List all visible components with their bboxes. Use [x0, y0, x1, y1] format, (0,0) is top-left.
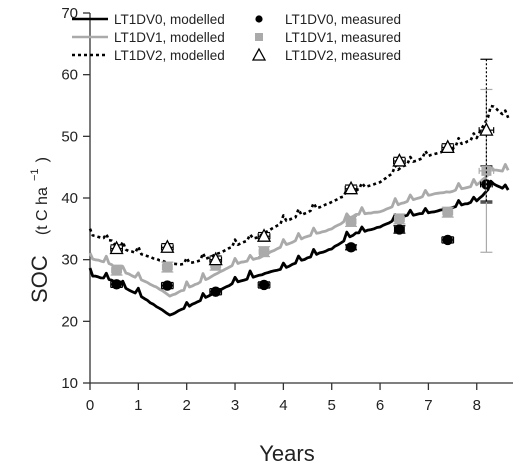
y-tick-label-60: 60: [61, 67, 78, 84]
measured-point-3-1: [160, 280, 174, 291]
x-tick-label-1: 1: [134, 397, 142, 414]
x-tick-label-4: 4: [279, 397, 287, 414]
measured-point-3-5: [393, 224, 406, 235]
measured-point-4-3: [258, 246, 271, 258]
measured-points: [109, 58, 495, 297]
marker-square: [346, 216, 357, 227]
series-line-2: [88, 104, 510, 266]
series-line-0: [88, 179, 510, 317]
x-tick-label-2: 2: [183, 397, 191, 414]
marker-triangle: [109, 240, 124, 255]
y-tick-label-40: 40: [61, 190, 78, 207]
marker-square: [259, 246, 270, 257]
marker-circle: [258, 279, 270, 291]
legend-label-measured-1: LT1DV1, measured: [285, 30, 401, 45]
marker-square: [394, 213, 405, 224]
measured-point-3-0: [110, 279, 123, 290]
measured-point-4-6: [441, 206, 454, 218]
marker-circle: [345, 242, 357, 253]
marker-circle: [442, 234, 453, 246]
y-tick-label-20: 20: [61, 313, 78, 330]
legend: LT1DV0, modelled LT1DV1, modelled LT1DV2, …: [72, 12, 401, 63]
marker-square: [111, 265, 122, 276]
marker-triangle: [392, 152, 407, 167]
measured-point-4-7: [478, 88, 495, 253]
marker-circle: [210, 286, 221, 297]
marker-triangle: [160, 239, 175, 253]
measured-point-5-2: [208, 251, 223, 266]
y-tick-label-10: 10: [61, 375, 78, 392]
legend-label-measured-0: LT1DV0, measured: [285, 12, 401, 27]
legend-marker-1: [255, 33, 263, 41]
marker-triangle: [343, 180, 359, 195]
marker-triangle: [440, 139, 455, 154]
y-axis-title-unit-exponent: −1: [29, 168, 41, 181]
marker-circle: [111, 279, 122, 290]
legend-label-modelled-0: LT1DV0, modelled: [114, 12, 225, 27]
x-tick-label-3: 3: [231, 397, 239, 414]
x-tick-label-6: 6: [376, 397, 384, 414]
marker-square: [162, 262, 173, 273]
legend-label-measured-2: LT1DV2, measured: [285, 48, 401, 63]
measured-point-5-6: [440, 139, 455, 154]
legend-square: [255, 33, 263, 41]
marker-triangle: [208, 251, 223, 266]
marker-circle: [162, 280, 173, 291]
legend-triangle: [251, 47, 267, 61]
x-tick-label-8: 8: [473, 397, 481, 414]
marker-circle: [394, 224, 405, 235]
measured-point-4-1: [161, 261, 174, 273]
y-tick-label-50: 50: [61, 128, 78, 145]
y-axis-title: SOC (t C ha −1 ): [18, 157, 52, 303]
marker-square: [481, 165, 492, 176]
x-tick-label-7: 7: [424, 397, 432, 414]
y-tick-label-30: 30: [61, 252, 78, 269]
legend-label-modelled-1: LT1DV1, modelled: [114, 30, 225, 45]
y-axis-title-quantity: SOC: [27, 255, 52, 303]
measured-point-3-2: [209, 286, 223, 297]
measured-point-4-4: [345, 215, 358, 227]
measured-point-5-3: [256, 228, 272, 242]
x-tick-label-5: 5: [328, 397, 336, 414]
measured-point-5-0: [109, 240, 124, 255]
marker-triangle: [256, 228, 272, 242]
measured-point-3-4: [345, 242, 358, 253]
series-lines: [88, 104, 510, 317]
measured-point-4-0: [110, 264, 123, 276]
y-axis-title-unit-close: ): [34, 157, 51, 162]
legend-marker-2: [251, 47, 267, 61]
legend-label-modelled-2: LT1DV2, modelled: [114, 48, 225, 63]
legend-marker-0: [255, 15, 263, 23]
marker-triangle: [479, 122, 494, 136]
measured-point-5-5: [392, 152, 407, 167]
y-axis-title-unit: (t C ha: [34, 187, 51, 235]
measured-point-4-5: [393, 213, 406, 225]
legend-circle: [255, 15, 263, 23]
marker-square: [442, 207, 453, 218]
measured-point-5-4: [343, 180, 359, 195]
measured-point-3-6: [441, 234, 455, 246]
series-line-1: [88, 163, 510, 298]
measured-point-3-3: [257, 279, 271, 291]
x-tick-label-0: 0: [86, 397, 94, 414]
measured-point-5-1: [160, 239, 175, 253]
x-axis-title: Years: [259, 441, 314, 466]
measured-point-5-7: [478, 58, 495, 202]
